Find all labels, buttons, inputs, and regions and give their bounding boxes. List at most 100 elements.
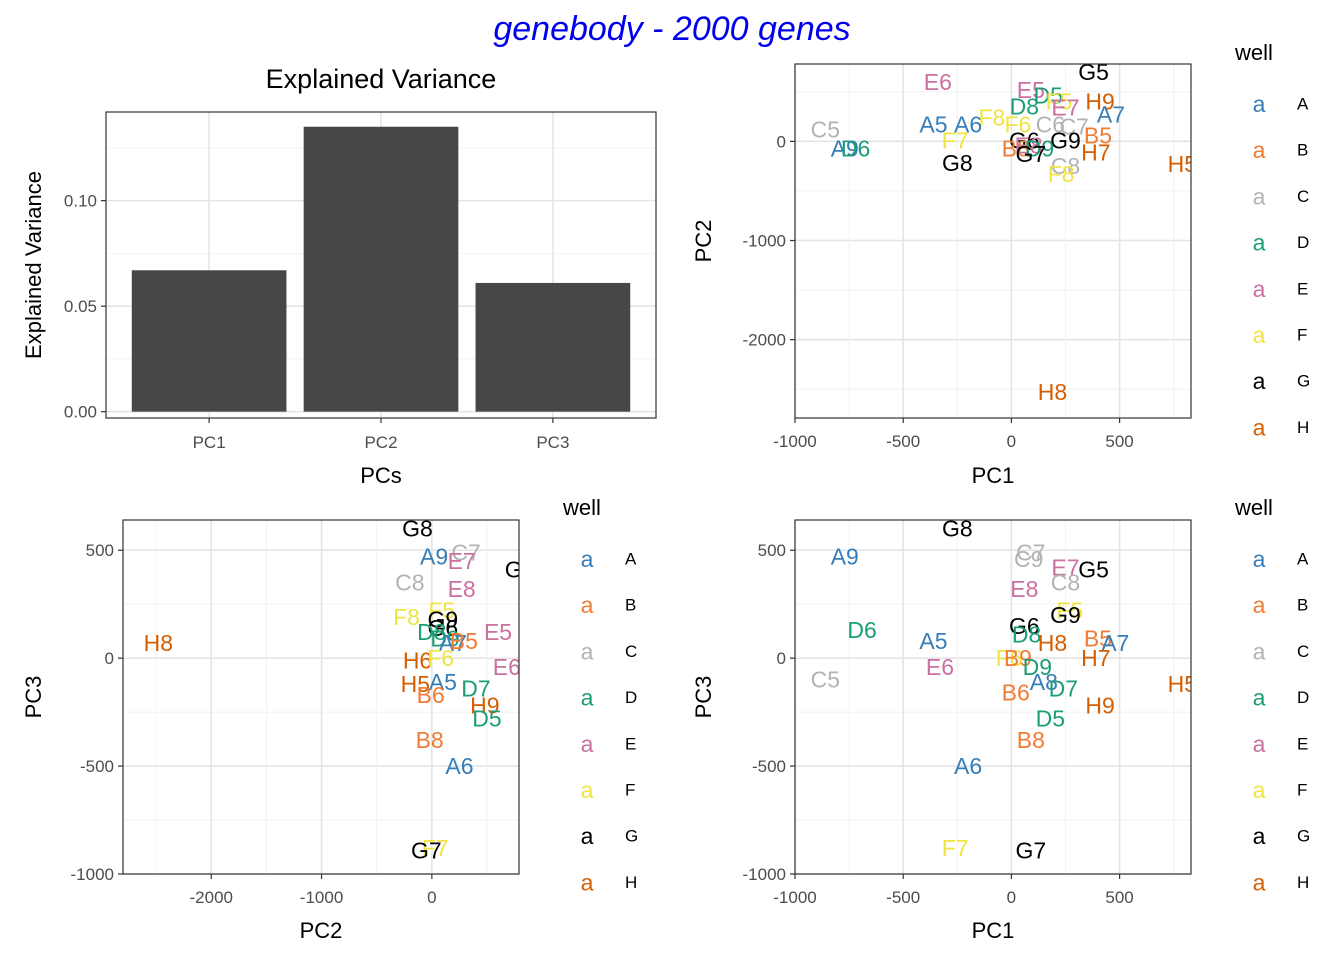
x-tick-label: PC3 (536, 433, 569, 452)
legend-label-f: F (625, 781, 635, 800)
point-label-f6: F6 (996, 645, 1023, 671)
point-label-h5: H5 (401, 671, 430, 697)
point-label-f5: F5 (1056, 598, 1083, 624)
point-label-c5: C5 (811, 667, 840, 693)
point-label-g8: G8 (942, 150, 973, 176)
point-label-a7: A7 (1097, 102, 1125, 128)
legend-label-a: A (1297, 95, 1309, 114)
point-label-b8: B8 (1017, 727, 1045, 753)
point-label-h7: H7 (1081, 139, 1110, 165)
legend-key-f: a (1253, 322, 1266, 348)
point-label-f8: F8 (393, 604, 420, 630)
legend-key-c: a (1253, 183, 1266, 209)
point-label-a9: A9 (831, 544, 859, 570)
point-label-h9: H9 (470, 693, 499, 719)
y-tick-label: 0.00 (64, 403, 97, 422)
legend-label-f: F (1297, 326, 1307, 345)
point-label-e6: E6 (924, 69, 952, 95)
legend-label-b: B (1297, 141, 1308, 160)
x-tick-label: 0 (1007, 432, 1016, 451)
y-tick-label: -2000 (743, 331, 786, 350)
point-label-b8: B8 (416, 727, 444, 753)
point-label-e7: E7 (1051, 95, 1079, 121)
legend-key-d: a (1253, 230, 1266, 256)
legend-key-f: a (581, 777, 594, 803)
point-label-d7: D7 (1049, 675, 1078, 701)
point-label-d6: D6 (841, 135, 870, 161)
point-label-a7: A7 (1101, 630, 1129, 656)
point-label-d9: D9 (1023, 654, 1052, 680)
pc1-vs-pc2-scatter: -2000 -1000 0 PC2 PC1 -1000 -500 0 500 E6 G5 E5D5F5… (691, 59, 1197, 488)
point-label-h8: H8 (1038, 379, 1067, 405)
point-label-h6: H6 (403, 647, 432, 673)
point-label-c5: C5 (811, 116, 840, 142)
point-label-g7: G7 (1016, 141, 1047, 167)
point-label-g6: G6 (428, 615, 459, 641)
point-label-e6: E6 (493, 654, 521, 680)
point-label-e6: E6 (926, 654, 954, 680)
legend-well-top: well a Aa Ba Ca Da Ea Fa Ga H (1234, 40, 1310, 440)
point-label-c8: C8 (395, 570, 424, 596)
legend-title: well (1234, 495, 1273, 520)
gridlines (794, 520, 1191, 875)
point-label-d5: D5 (1036, 706, 1065, 732)
legend-label-g: G (625, 827, 638, 846)
point-label-b8: B8 (1002, 135, 1030, 161)
y-axis-title: PC3 (21, 676, 46, 719)
legend-key-h: a (1253, 414, 1266, 440)
legend-label-h: H (625, 873, 637, 892)
bar-pc2 (303, 126, 459, 412)
y-tick-label: 0 (777, 649, 786, 668)
gridlines (123, 520, 519, 875)
legend-label-g: G (1297, 827, 1310, 846)
figure-title: genebody - 2000 genes (493, 10, 850, 48)
point-label-b5: B5 (450, 628, 478, 654)
point-label-f8: F8 (1048, 161, 1075, 187)
legend-title: well (1234, 40, 1273, 65)
legend-label-d: D (625, 688, 637, 707)
point-label-g9: G9 (428, 606, 459, 632)
panel-border (794, 63, 1192, 419)
x-tick-label: -500 (886, 888, 920, 907)
point-label-a8: A8 (1030, 669, 1058, 695)
point-label-b9: B9 (1004, 645, 1032, 671)
legend-key-d: a (581, 685, 594, 711)
panel-border (105, 111, 657, 419)
y-tick-label: 0.05 (64, 297, 97, 316)
x-axis-title: PCs (360, 463, 402, 488)
point-label-g5: G5 (1078, 59, 1109, 85)
point-label-f7: F7 (942, 835, 969, 861)
legend-key-e: a (1253, 731, 1266, 757)
legend-key-b: a (1253, 137, 1266, 163)
y-tick-label: -500 (752, 757, 786, 776)
legend-label-b: B (625, 596, 636, 615)
point-label-g8: G8 (402, 516, 433, 542)
legend-key-a: a (1253, 546, 1266, 572)
point-label-b6: B6 (1002, 680, 1030, 706)
point-label-d8: D8 (1012, 621, 1041, 647)
point-label-e7: E7 (448, 548, 476, 574)
legend-key-g: a (581, 823, 594, 849)
legend-label-g: G (1297, 372, 1310, 391)
y-tick-label: 0 (105, 649, 114, 668)
explained-variance-bar-chart: Explained Variance 0.00 0.05 0.10 Explained … (21, 64, 657, 488)
point-label-d9: D9 (1025, 135, 1054, 161)
point-label-h9: H9 (1085, 89, 1114, 115)
point-label-c7: C7 (451, 539, 480, 565)
point-label-d6: D6 (847, 617, 876, 643)
x-tick-label: 0 (427, 888, 436, 907)
point-label-a5: A5 (919, 111, 947, 137)
pc1-vs-pc3-scatter: -1000 -500 0 500 PC3 PC1 -1000 -500 0 500 G8 A9 C7C9… (691, 519, 1192, 943)
legend-label-b: B (1297, 596, 1308, 615)
point-label-h9: H9 (1085, 693, 1114, 719)
point-label-a5: A5 (919, 628, 947, 654)
point-label-e5: E5 (1017, 77, 1045, 103)
y-tick-label: -500 (80, 757, 114, 776)
point-label-h5: H5 (1168, 151, 1197, 177)
point-label-d8: D8 (1010, 94, 1039, 120)
legend-label-d: D (1297, 233, 1309, 252)
point-label-f7: F7 (942, 127, 969, 153)
point-label-h8: H8 (1038, 630, 1067, 656)
